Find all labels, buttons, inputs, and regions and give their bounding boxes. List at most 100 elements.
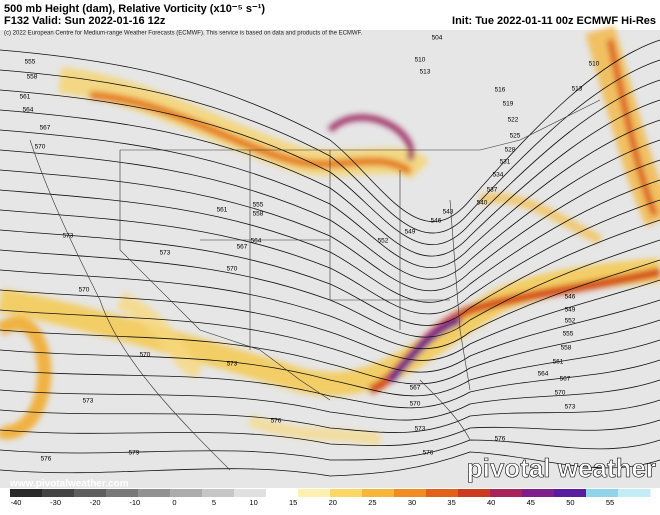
contour-labels: 5045105135555585615645675705165195225255… [20,35,600,463]
colorbar-swatch [330,489,363,497]
contour-label: 564 [538,371,549,378]
colorbar-swatch [266,489,299,497]
colorbar-swatch [170,489,203,497]
contour-label: 570 [35,144,46,151]
colorbar-swatch [106,489,139,497]
colorbar-swatch [10,489,43,497]
colorbar-swatch [618,489,651,497]
contour-line [0,359,660,409]
colorbar-swatch [522,489,555,497]
contour-line [0,319,660,385]
contour-label: 531 [500,159,511,166]
contour-label: 555 [253,202,264,209]
contour-label: 522 [508,117,519,124]
colorbar-label: 30 [408,498,416,507]
contour-line [0,199,660,315]
contour-label: 567 [237,244,248,251]
contour-label: 558 [27,74,38,81]
contour-label: 525 [510,133,521,140]
contour-label: 534 [493,172,504,179]
colorbar-label: 10 [249,498,257,507]
contour-label: 552 [378,238,389,245]
colorbar-label: 5 [212,498,216,507]
contour-line [0,451,660,477]
colorbar-label: 15 [289,498,297,507]
contour-label: 543 [443,209,454,216]
contour-label: 576 [495,436,506,443]
colorbar-label: 20 [329,498,337,507]
contour-label: 513 [420,69,431,76]
contour-label: 573 [160,250,171,257]
contour-line [0,239,660,338]
contour-label: 516 [495,87,506,94]
contour-line [0,379,660,421]
contour-label: 567 [410,385,421,392]
contour-line [0,79,660,246]
height-contours [0,39,660,477]
contour-label: 573 [63,233,74,240]
contour-label: 561 [553,359,564,366]
contour-label: 561 [20,94,31,101]
contour-line [0,279,660,361]
contour-label: 558 [561,345,572,352]
colorbar-swatch [362,489,395,497]
contour-line [0,219,660,326]
contour-label: 504 [432,35,443,42]
contour-label: 576 [423,450,434,457]
contour-label: 549 [565,307,576,314]
contour-line [0,139,660,280]
contour-label: 570 [410,401,421,408]
contour-label: 519 [503,101,514,108]
contour-label: 564 [23,107,34,114]
contour-label: 558 [253,211,264,218]
colorbar-label: 50 [566,498,574,507]
colorbar-swatch [74,489,107,497]
colorbar-label: -20 [90,498,101,507]
colorbar-label: 35 [447,498,455,507]
colorbar-label: -10 [129,498,140,507]
colorbar-label: 40 [487,498,495,507]
valid-time: F132 Valid: Sun 2022-01-16 12z [4,15,166,27]
contour-label: 552 [565,318,576,325]
contour-line [0,299,660,373]
contour-label: 555 [25,59,36,66]
contour-label: 546 [565,294,576,301]
website: www.pivotalweather.com [9,479,129,490]
colorbar-swatch [298,489,331,497]
vorticity-field [0,25,660,446]
colorbar-label: 25 [368,498,376,507]
colorbar: -40 -30 -20 -10 0 5 10 15 20 25 30 35 40 45 50 55 [10,489,651,507]
colorbar-swatch [458,489,491,497]
copyright: (c) 2022 European Centre for Medium-rang… [4,31,363,37]
contour-line [0,59,660,234]
contour-label: 537 [487,187,498,194]
colorbar-swatch [138,489,171,497]
contour-line [0,179,660,303]
contour-label: 564 [251,238,262,245]
contour-label: 570 [555,390,566,397]
contour-label: 549 [405,229,416,236]
colorbar-swatch [234,489,267,497]
contour-label: 570 [79,287,90,294]
colorbar-swatch [426,489,459,497]
contour-label: 513 [572,86,583,93]
contour-line [0,99,660,257]
contour-label: 573 [565,404,576,411]
borders [29,99,601,471]
contour-label: 570 [227,266,238,273]
colorbar-label: -30 [50,498,61,507]
contour-label: 570 [140,352,151,359]
contour-line [0,39,660,222]
colorbar-swatch [490,489,523,497]
colorbar-label: 45 [527,498,535,507]
map-title: 500 mb Height (dam), Relative Vorticity … [4,3,265,15]
colorbar-label: 0 [172,498,176,507]
contour-label: 579 [129,450,140,457]
contour-label: 555 [563,331,574,338]
colorbar-label: 55 [606,498,614,507]
contour-label: 573 [227,361,238,368]
contour-label: 576 [41,456,52,463]
contour-line [0,259,660,349]
contour-label: 576 [271,418,282,425]
